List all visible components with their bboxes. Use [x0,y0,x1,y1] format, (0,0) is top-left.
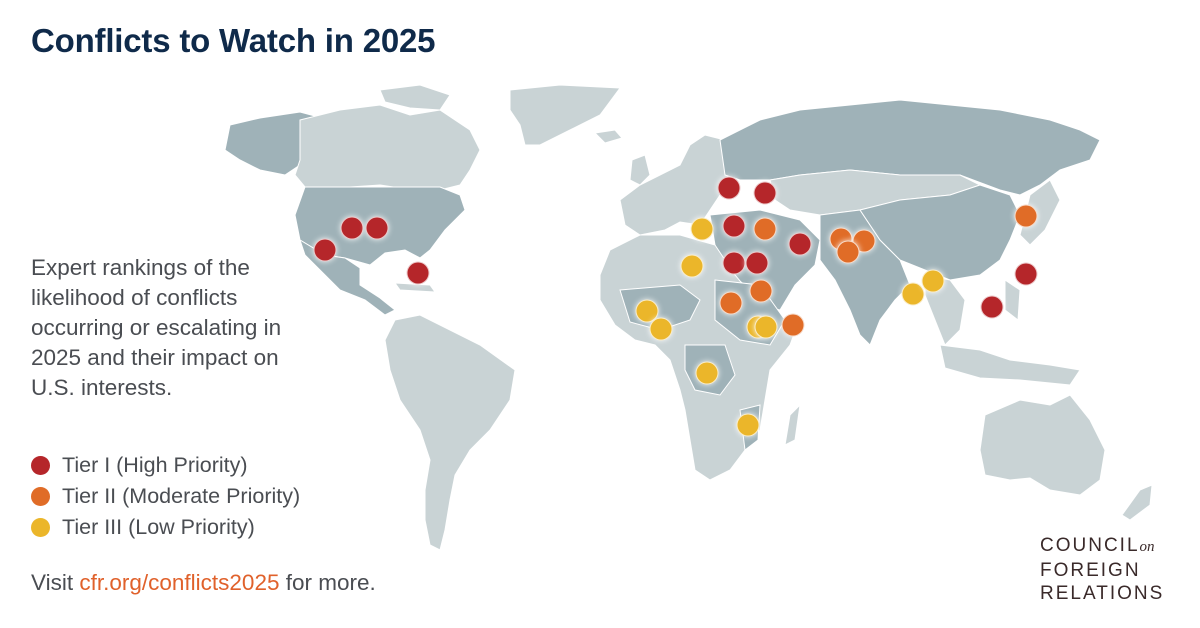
legend-item-tier3: Tier III (Low Priority) [31,512,300,543]
conflict-marker-tier3[interactable] [901,282,925,306]
legend: Tier I (High Priority) Tier II (Moderate… [31,450,300,543]
map-description: Expert rankings of the likelihood of con… [31,255,282,400]
visit-prefix: Visit [31,570,80,595]
conflict-marker-tier3[interactable] [921,269,945,293]
land-new-zealand [1121,484,1153,521]
conflict-marker-tier3[interactable] [754,315,778,339]
conflict-marker-tier3[interactable] [680,254,704,278]
land-canada [294,104,481,196]
conflict-marker-tier3[interactable] [695,361,719,385]
legend-label-tier1: Tier I (High Priority) [62,453,248,477]
land-philippines [1004,279,1021,321]
logo-on: on [1139,539,1155,555]
land-iceland [593,129,623,144]
logo-foreign: FOREIGN [1040,560,1141,581]
conflict-marker-tier2[interactable] [749,279,773,303]
conflict-marker-tier1[interactable] [1014,262,1038,286]
conflict-marker-tier3[interactable] [635,299,659,323]
conflict-marker-tier2[interactable] [1014,204,1038,228]
tier1-dot-icon [31,456,50,475]
land-caribbean [393,282,437,293]
conflict-marker-tier1[interactable] [745,251,769,275]
land-arctic-islands [379,84,451,111]
tier3-dot-icon [31,518,50,537]
land-australia [979,394,1106,496]
legend-label-tier3: Tier III (Low Priority) [62,515,255,539]
land-greenland [509,84,621,146]
legend-item-tier2: Tier II (Moderate Priority) [31,481,300,512]
conflict-marker-tier3[interactable] [649,317,673,341]
land-uk [629,154,651,186]
conflict-marker-tier1[interactable] [365,216,389,240]
conflict-marker-tier1[interactable] [406,261,430,285]
conflict-marker-tier1[interactable] [313,238,337,262]
conflict-marker-tier1[interactable] [717,176,741,200]
tier2-dot-icon [31,487,50,506]
land-japan [1019,179,1061,246]
legend-item-tier1: Tier I (High Priority) [31,450,300,481]
conflict-marker-tier2[interactable] [719,291,743,315]
conflict-marker-tier3[interactable] [736,413,760,437]
visit-suffix: for more. [279,570,376,595]
cfr-link[interactable]: cfr.org/conflicts2025 [79,570,280,595]
conflict-marker-tier3[interactable] [690,217,714,241]
conflict-marker-tier1[interactable] [753,181,777,205]
land-south-america [384,314,516,551]
conflict-marker-tier1[interactable] [980,295,1004,319]
conflict-marker-tier2[interactable] [836,240,860,264]
logo-council: COUNCIL [1040,535,1140,556]
conflict-marker-tier2[interactable] [753,217,777,241]
land-madagascar [784,403,801,446]
legend-label-tier2: Tier II (Moderate Priority) [62,484,301,508]
page-title: Conflicts to Watch in 2025 [31,22,436,59]
conflict-marker-tier1[interactable] [722,214,746,238]
land-indonesia [939,344,1081,386]
cfr-logo: COUNCILon FOREIGN RELATIONS [1040,534,1164,605]
conflict-marker-tier1[interactable] [340,216,364,240]
conflict-marker-tier2[interactable] [781,313,805,337]
conflict-marker-tier1[interactable] [788,232,812,256]
land-southeast-asia [924,274,966,346]
conflict-marker-tier1[interactable] [722,251,746,275]
footer-visit-text: Visit cfr.org/conflicts2025 for more. [31,570,376,596]
land-china [859,184,1021,281]
logo-relations: RELATIONS [1040,583,1165,604]
